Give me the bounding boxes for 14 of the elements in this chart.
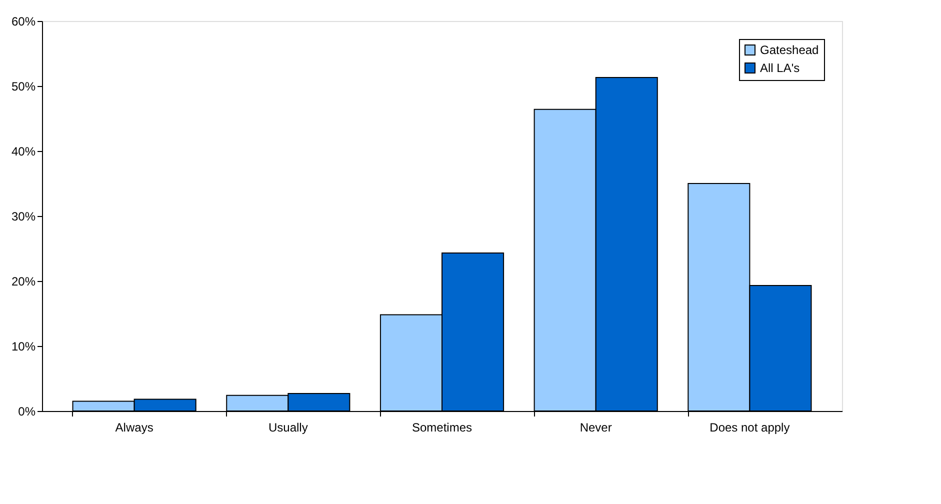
y-tick-label: 10% [11, 340, 36, 354]
y-tick-label: 60% [11, 14, 36, 28]
y-tick-label: 30% [11, 210, 36, 224]
legend-label: All LA's [760, 61, 800, 75]
y-tick-label: 50% [11, 80, 36, 94]
y-tick-label: 0% [18, 404, 36, 418]
x-tick-label: Usually [268, 420, 308, 434]
legend-label: Gateshead [760, 43, 819, 57]
x-tick-label: Always [115, 420, 154, 434]
y-tick-label: 40% [11, 144, 36, 158]
x-tick-label: Never [580, 420, 612, 434]
x-tick-label: Does not apply [710, 420, 790, 434]
x-tick-label: Sometimes [412, 420, 472, 434]
y-tick-label: 20% [11, 274, 36, 288]
